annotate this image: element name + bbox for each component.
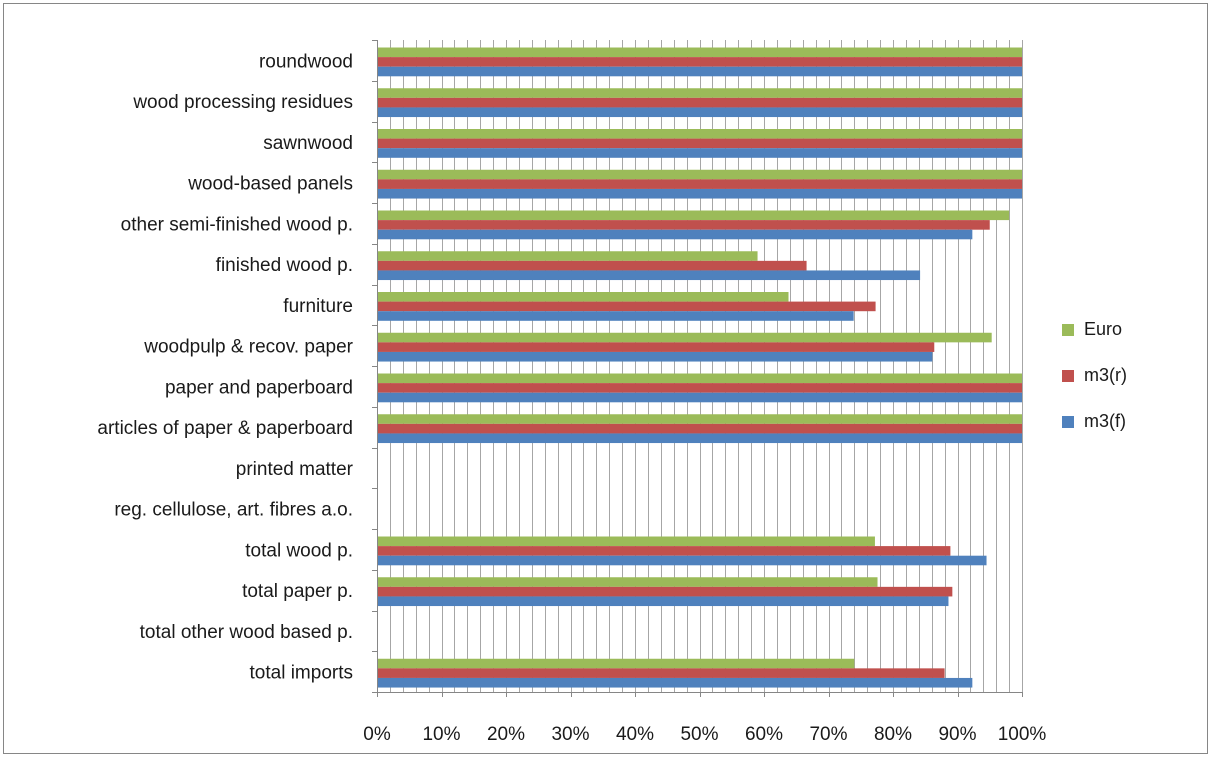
bar <box>377 546 951 556</box>
bar <box>377 433 1022 444</box>
legend-swatch <box>1062 416 1074 428</box>
bar <box>377 536 875 547</box>
bar <box>377 292 789 302</box>
bar <box>377 658 855 669</box>
bar <box>377 148 1022 158</box>
bar <box>377 383 1022 393</box>
bar <box>377 311 854 321</box>
category-label: total wood p. <box>245 540 353 561</box>
x-tick-label: 90% <box>938 724 976 745</box>
bar <box>377 260 807 271</box>
bar <box>377 229 973 240</box>
category-label: wood processing residues <box>132 92 353 113</box>
category-label: total paper p. <box>242 581 353 602</box>
x-tick-label: 0% <box>363 724 391 745</box>
category-label: other semi-finished wood p. <box>121 214 353 235</box>
category-label: articles of paper & paperboard <box>97 418 353 439</box>
bar <box>377 423 1022 434</box>
bar <box>377 97 1022 108</box>
bar <box>377 107 1022 118</box>
bar <box>377 414 1022 424</box>
bar <box>377 301 876 312</box>
bar <box>377 88 1022 98</box>
bars <box>377 47 1022 688</box>
x-tick-label: 60% <box>745 724 783 745</box>
category-labels: roundwood wood processing residues sawnwoo… <box>97 51 353 683</box>
bar <box>377 129 1022 139</box>
bar <box>377 555 987 566</box>
bar <box>377 47 1022 58</box>
legend-swatch <box>1062 324 1074 336</box>
bar <box>377 188 1022 199</box>
x-tick-label: 20% <box>487 724 525 745</box>
bar <box>377 332 992 343</box>
bar <box>377 392 1022 403</box>
x-tick-label: 70% <box>809 724 847 745</box>
bar <box>377 66 1022 77</box>
bar <box>377 373 1022 384</box>
x-tick-label: 10% <box>422 724 460 745</box>
bar <box>377 169 1022 180</box>
legend-swatch <box>1062 370 1074 382</box>
bar <box>377 179 1022 189</box>
bar <box>377 270 921 281</box>
bar <box>377 138 1022 149</box>
legend-label: m3(f) <box>1084 411 1126 431</box>
category-label: sawnwood <box>263 133 353 154</box>
bar <box>377 668 945 678</box>
category-label: reg. cellulose, art. fibres a.o. <box>114 500 353 521</box>
bar <box>377 596 949 607</box>
category-label: total imports <box>250 663 353 684</box>
bar <box>377 577 878 587</box>
bar <box>377 220 990 230</box>
bar <box>377 351 933 362</box>
x-tick-label: 80% <box>874 724 912 745</box>
category-label: woodpulp & recov. paper <box>143 337 353 358</box>
x-tick-label: 50% <box>680 724 718 745</box>
bar <box>377 342 935 352</box>
bar <box>377 210 1010 221</box>
x-tick-label: 40% <box>616 724 654 745</box>
category-label: furniture <box>283 296 353 317</box>
category-label: wood-based panels <box>187 174 353 195</box>
x-tick-label: 100% <box>998 724 1047 745</box>
bar <box>377 586 953 597</box>
bar <box>377 57 1022 67</box>
x-tick-label: 30% <box>551 724 589 745</box>
category-label: finished wood p. <box>216 255 353 276</box>
axes <box>372 40 1023 697</box>
bar <box>377 251 758 261</box>
legend-label: Euro <box>1084 319 1122 339</box>
legend: Euro m3(r) m3(f) <box>1062 319 1127 431</box>
x-tick-labels: 0% 10% 20% 30% 40% 50% 60% 70% 80% 90% 100% <box>363 724 1046 745</box>
category-label: total other wood based p. <box>140 622 353 643</box>
category-label: printed matter <box>236 459 354 480</box>
legend-label: m3(r) <box>1084 365 1127 385</box>
category-label: roundwood <box>259 51 353 72</box>
bar <box>377 677 973 688</box>
category-label: paper and paperboard <box>165 377 353 398</box>
